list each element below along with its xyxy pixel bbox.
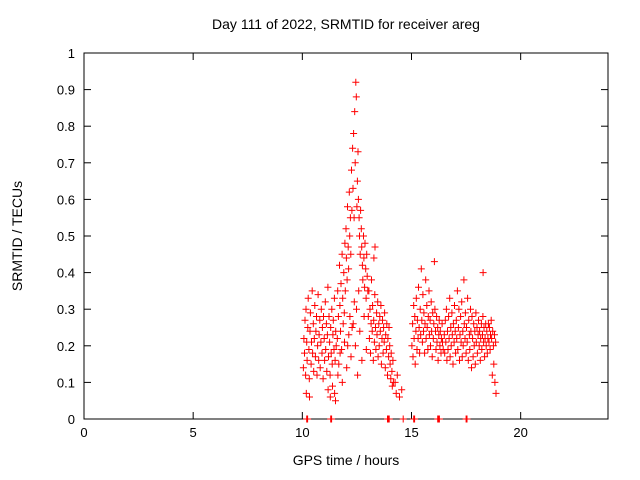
y-tick-label: 0.1 xyxy=(57,375,75,390)
data-points xyxy=(299,78,500,423)
plot-border xyxy=(83,52,609,420)
y-tick-label: 0.4 xyxy=(57,266,75,281)
y-tick-label: 0.7 xyxy=(57,156,75,171)
y-tick-label: 0.6 xyxy=(57,192,75,207)
y-tick-label: 0.8 xyxy=(57,119,75,134)
x-tick-label: 0 xyxy=(80,425,87,440)
x-tick-label: 10 xyxy=(295,425,309,440)
x-tick-label: 20 xyxy=(513,425,527,440)
x-tick-label: 15 xyxy=(404,425,418,440)
y-tick-label: 0 xyxy=(68,412,75,427)
y-tick-label: 1 xyxy=(68,46,75,61)
y-tick-label: 0.2 xyxy=(57,339,75,354)
chart-title: Day 111 of 2022, SRMTID for receiver are… xyxy=(212,16,480,32)
x-tick-label: 5 xyxy=(190,425,197,440)
y-tick-label: 0.5 xyxy=(57,229,75,244)
x-axis-label: GPS time / hours xyxy=(292,452,400,468)
y-tick-label: 0.9 xyxy=(57,83,75,98)
y-tick-label: 0.3 xyxy=(57,302,75,317)
